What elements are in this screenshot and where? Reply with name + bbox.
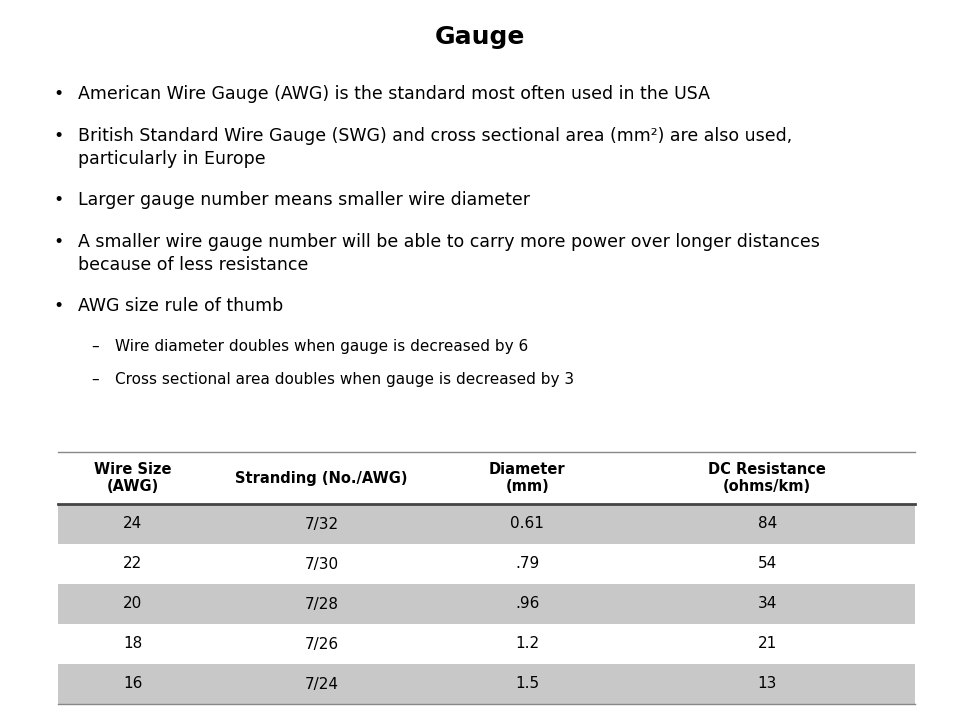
Text: •: • xyxy=(53,233,63,251)
Text: 7/28: 7/28 xyxy=(304,596,339,611)
Text: AWG size rule of thumb: AWG size rule of thumb xyxy=(78,297,283,315)
Bar xyxy=(58,504,915,544)
Text: .96: .96 xyxy=(515,596,540,611)
Text: •: • xyxy=(53,127,63,145)
Text: Wire Size
(AWG): Wire Size (AWG) xyxy=(94,462,172,494)
Text: 13: 13 xyxy=(757,677,777,691)
Text: –: – xyxy=(91,372,99,387)
Text: 22: 22 xyxy=(124,557,143,572)
Text: 1.5: 1.5 xyxy=(516,677,540,691)
Bar xyxy=(58,584,915,624)
Text: •: • xyxy=(53,297,63,315)
Text: 20: 20 xyxy=(124,596,143,611)
Text: 0.61: 0.61 xyxy=(511,516,544,531)
Text: British Standard Wire Gauge (SWG) and cross sectional area (mm²) are also used,
: British Standard Wire Gauge (SWG) and cr… xyxy=(78,127,792,168)
Text: •: • xyxy=(53,85,63,103)
Text: 7/24: 7/24 xyxy=(304,677,339,691)
Text: American Wire Gauge (AWG) is the standard most often used in the USA: American Wire Gauge (AWG) is the standar… xyxy=(78,85,710,103)
Text: –: – xyxy=(91,339,99,354)
Text: Larger gauge number means smaller wire diameter: Larger gauge number means smaller wire d… xyxy=(78,191,530,209)
Text: 7/26: 7/26 xyxy=(304,636,339,652)
Text: 1.2: 1.2 xyxy=(516,636,540,652)
Text: 24: 24 xyxy=(124,516,143,531)
Text: DC Resistance
(ohms/km): DC Resistance (ohms/km) xyxy=(708,462,827,494)
Text: 7/32: 7/32 xyxy=(304,516,339,531)
Text: Diameter
(mm): Diameter (mm) xyxy=(489,462,565,494)
Text: •: • xyxy=(53,191,63,209)
Text: 21: 21 xyxy=(757,636,777,652)
Text: Wire diameter doubles when gauge is decreased by 6: Wire diameter doubles when gauge is decr… xyxy=(115,339,528,354)
Text: 18: 18 xyxy=(124,636,143,652)
Text: 54: 54 xyxy=(757,557,777,572)
Text: Stranding (No./AWG): Stranding (No./AWG) xyxy=(235,470,408,485)
Text: 34: 34 xyxy=(757,596,777,611)
Text: A smaller wire gauge number will be able to carry more power over longer distanc: A smaller wire gauge number will be able… xyxy=(78,233,820,274)
Text: 84: 84 xyxy=(757,516,777,531)
Bar xyxy=(58,544,915,584)
Bar xyxy=(58,624,915,664)
Text: 7/30: 7/30 xyxy=(304,557,339,572)
Text: Gauge: Gauge xyxy=(435,25,525,49)
Text: Cross sectional area doubles when gauge is decreased by 3: Cross sectional area doubles when gauge … xyxy=(115,372,574,387)
Text: 16: 16 xyxy=(123,677,143,691)
Bar xyxy=(58,664,915,704)
Text: .79: .79 xyxy=(516,557,540,572)
